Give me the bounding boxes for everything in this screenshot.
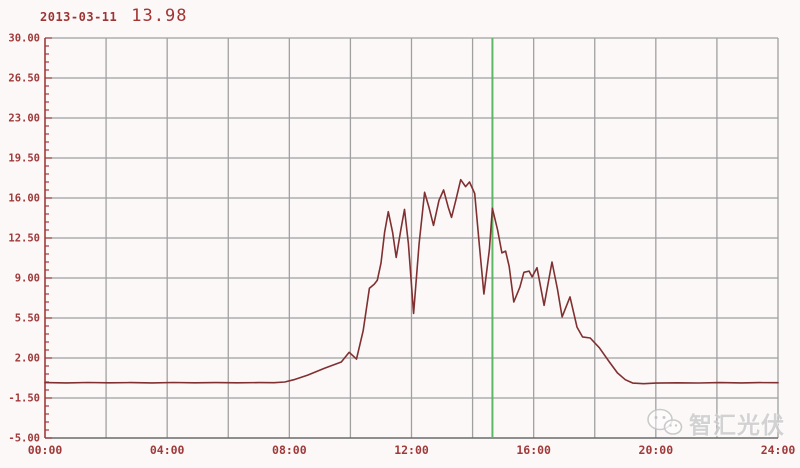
y-tick-labels: 30.00 26.50 23.00 19.50 16.00 12.50 9.00 5.50 2.… [8, 33, 40, 445]
y-tick-label: 26.50 [8, 73, 40, 85]
x-tick-label: 04:00 [150, 443, 185, 457]
x-tick-label: 12:00 [394, 443, 429, 457]
y-tick-label: 2.00 [15, 353, 40, 365]
y-tick-label: -1.50 [8, 393, 40, 405]
x-tick-label: 00:00 [28, 443, 63, 457]
header-cursor-value: 13.98 [131, 6, 188, 26]
gridlines [45, 37, 779, 438]
y-tick-label: 19.50 [8, 153, 40, 165]
y-tick-label: 5.50 [15, 313, 40, 325]
y-tick-label: -5.00 [8, 433, 40, 445]
y-tick-label: 30.00 [8, 33, 40, 45]
chart-header: 2013-03-11 13.98 [40, 6, 187, 26]
y-axis [44, 37, 52, 439]
y-tick-label: 16.00 [8, 193, 40, 205]
header-date: 2013-03-11 [40, 10, 118, 24]
x-tick-label: 16:00 [516, 443, 551, 457]
x-tick-label: 24:00 [761, 443, 796, 457]
x-tick-label: 20:00 [639, 443, 674, 457]
y-tick-label: 12.50 [8, 233, 40, 245]
x-tick-label: 08:00 [272, 443, 307, 457]
y-tick-label: 23.00 [8, 113, 40, 125]
data-line [44, 178, 779, 385]
x-tick-labels: 00:00 04:00 08:00 12:00 16:00 20:00 24:00 [28, 443, 796, 457]
y-tick-label: 9.00 [15, 273, 40, 285]
